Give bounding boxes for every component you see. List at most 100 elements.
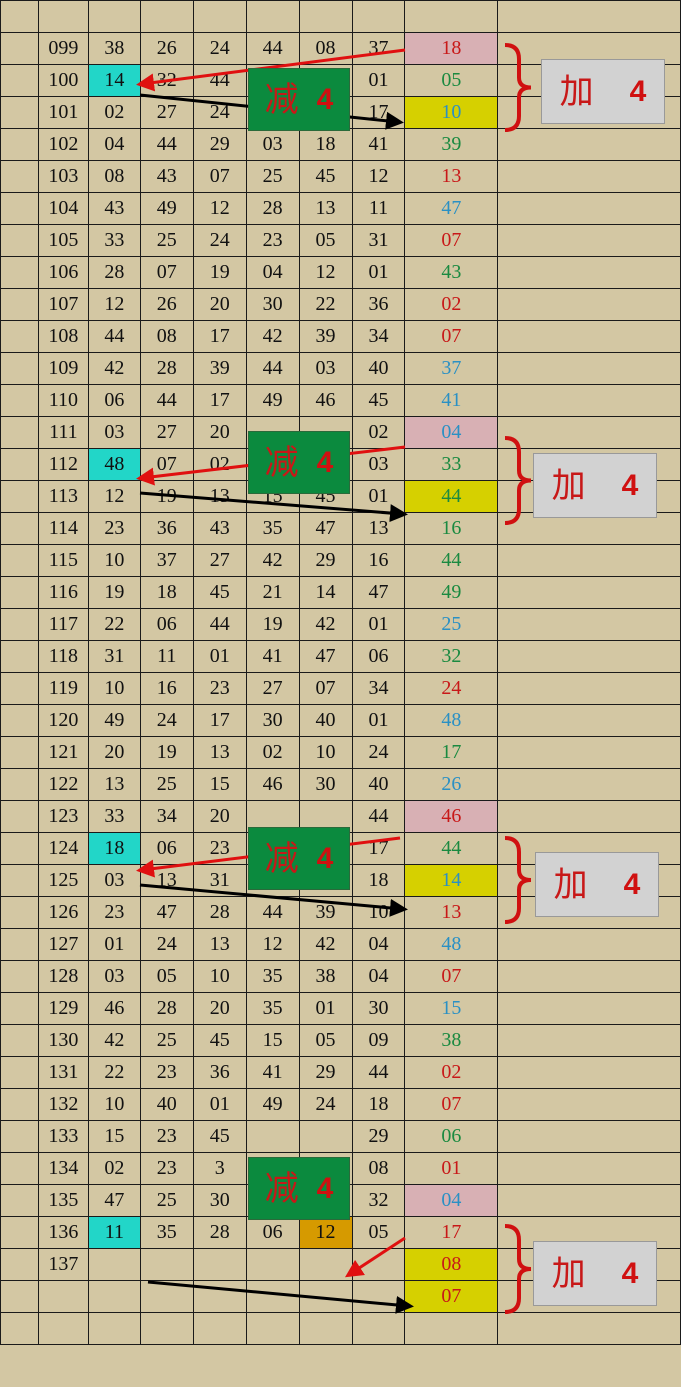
number-cell: 02 (87, 96, 141, 129)
number-cell: 48 (87, 448, 141, 481)
blank-cell (0, 1216, 39, 1249)
special-number-cell: 46 (404, 800, 499, 833)
number-cell: 37 (139, 544, 194, 577)
special-number-cell: 39 (404, 128, 499, 161)
number-cell: 36 (192, 1056, 247, 1089)
table-row (0, 1312, 681, 1345)
number-cell: 29 (192, 128, 247, 161)
number-cell: 42 (298, 928, 353, 961)
number-cell: 22 (87, 1056, 141, 1089)
number-cell: 18 (139, 576, 194, 609)
header-cell (404, 0, 499, 33)
number-cell: 09 (351, 1024, 406, 1057)
blank-cell (0, 1120, 39, 1153)
blank-cell (0, 512, 39, 545)
operation-label: 加 (559, 71, 594, 112)
table-row: 102 04 44 29 03 18 41 39 (0, 128, 681, 161)
blank-cell (497, 960, 681, 993)
operation-label: 减 (264, 1168, 299, 1209)
blank-cell (0, 64, 39, 97)
special-number-cell: 13 (404, 896, 499, 929)
blank-cell (0, 1184, 39, 1217)
number-cell: 13 (192, 928, 247, 961)
table-row: 13547253026143204 (0, 1184, 681, 1217)
special-number-cell: 14 (404, 864, 499, 897)
number-cell (87, 1248, 141, 1281)
operation-label: 减 (264, 442, 299, 483)
period-cell: 119 (37, 672, 89, 705)
number-cell (245, 1120, 300, 1153)
number-cell: 11 (87, 1216, 141, 1249)
table-row: 117 22 06 44 19 42 01 25 (0, 608, 681, 641)
number-cell (192, 1312, 247, 1345)
blank-cell (497, 1088, 681, 1121)
amount-label: 4 (623, 867, 641, 901)
special-number-cell (404, 1312, 499, 1345)
number-cell: 24 (139, 704, 194, 737)
number-cell: 21 (245, 576, 300, 609)
number-cell (245, 1312, 300, 1345)
header-cell (87, 0, 141, 33)
number-cell: 12 (192, 192, 247, 225)
blank-cell (0, 544, 39, 577)
number-cell: 28 (139, 352, 194, 385)
period-cell: 117 (37, 608, 89, 641)
red-arrow (136, 48, 406, 92)
number-cell (87, 1280, 141, 1313)
special-number-cell: 16 (404, 512, 499, 545)
blank-cell (497, 992, 681, 1025)
number-cell: 28 (192, 1216, 247, 1249)
brace-icon (504, 1224, 532, 1314)
operation-label: 加 (551, 465, 586, 506)
number-cell: 18 (351, 864, 406, 897)
number-cell: 20 (192, 992, 247, 1025)
period-cell: 113 (37, 480, 89, 513)
number-cell: 35 (245, 992, 300, 1025)
number-cell: 15 (245, 1024, 300, 1057)
number-cell: 36 (139, 512, 194, 545)
blank-cell (497, 800, 681, 833)
table-row: 127 01 24 13 12 42 04 48 (0, 928, 681, 961)
number-cell: 02 (87, 1152, 141, 1185)
number-cell: 39 (192, 352, 247, 385)
number-cell: 23 (139, 1056, 194, 1089)
number-cell: 44 (351, 800, 406, 833)
brace-icon (504, 836, 532, 924)
blank-cell (0, 416, 39, 449)
period-cell: 122 (37, 768, 89, 801)
number-cell: 01 (351, 480, 406, 513)
number-cell: 31 (351, 224, 406, 257)
number-cell: 23 (87, 512, 141, 545)
red-arrow (344, 1236, 406, 1278)
number-cell: 06 (139, 832, 194, 865)
special-number-cell: 07 (404, 960, 499, 993)
special-number-cell: 44 (404, 544, 499, 577)
black-arrow (139, 491, 408, 523)
period-cell: 099 (37, 32, 89, 65)
number-cell: 40 (139, 1088, 194, 1121)
table-row: 133 15 23 45 29 06 (0, 1120, 681, 1153)
number-cell: 34 (139, 800, 194, 833)
blank-cell (0, 224, 39, 257)
number-cell: 10 (87, 544, 141, 577)
number-cell: 30 (245, 704, 300, 737)
period-cell: 102 (37, 128, 89, 161)
period-cell: 128 (37, 960, 89, 993)
blank-cell (0, 32, 39, 65)
number-cell (298, 1312, 353, 1345)
blank-cell (0, 448, 39, 481)
number-cell: 33 (87, 224, 141, 257)
number-cell: 47 (298, 512, 353, 545)
number-cell: 42 (298, 608, 353, 641)
number-cell: 19 (192, 256, 247, 289)
period-cell: 110 (37, 384, 89, 417)
number-cell: 28 (245, 192, 300, 225)
number-cell: 35 (245, 960, 300, 993)
table-row: 115 10 37 27 42 29 16 44 (0, 544, 681, 577)
blank-cell (497, 736, 681, 769)
operation-label: 加 (553, 864, 588, 905)
special-number-cell: 01 (404, 1152, 499, 1185)
number-cell: 04 (245, 256, 300, 289)
